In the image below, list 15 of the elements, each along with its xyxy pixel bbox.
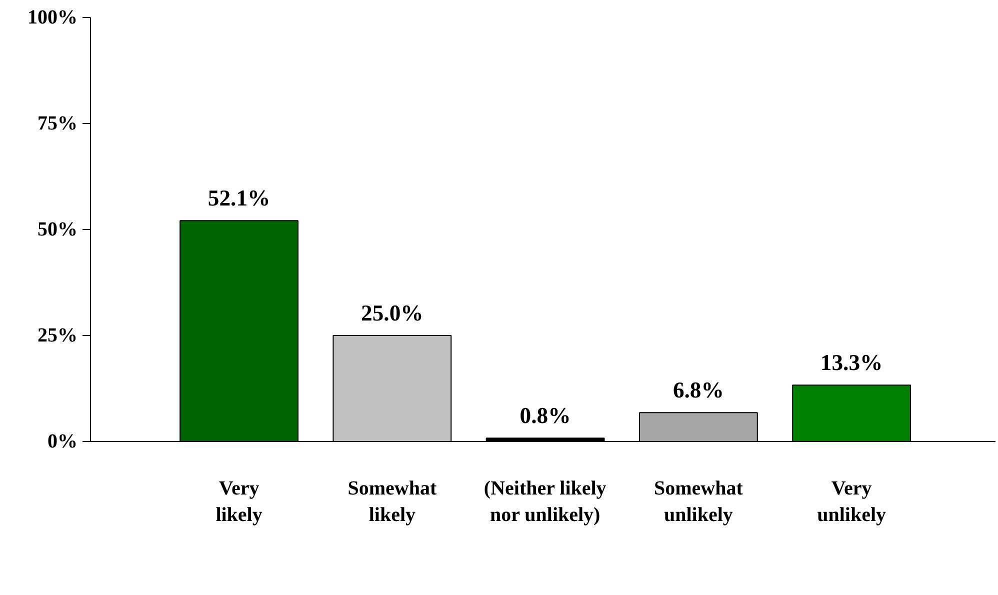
data-label: 52.1% [208,186,270,211]
y-tick-label: 50% [38,218,78,240]
y-tick-label: 0% [48,430,78,452]
data-label: 25.0% [361,300,424,326]
x-tick-label: (Neither likely nor unlikely) [484,478,606,526]
x-tick-label: Somewhat likely [348,478,437,526]
data-label: 0.8% [520,403,571,428]
x-tick-label: Very unlikely [817,478,886,526]
y-tick-label: 75% [38,112,78,134]
y-tick-label: 100% [28,6,78,28]
data-label: 13.3% [820,350,883,376]
data-label: 6.8% [672,378,724,403]
y-tick-label: 25% [38,324,78,346]
x-tick-label: Somewhat unlikely [654,478,744,526]
x-tick-label: Very likely [216,478,262,526]
